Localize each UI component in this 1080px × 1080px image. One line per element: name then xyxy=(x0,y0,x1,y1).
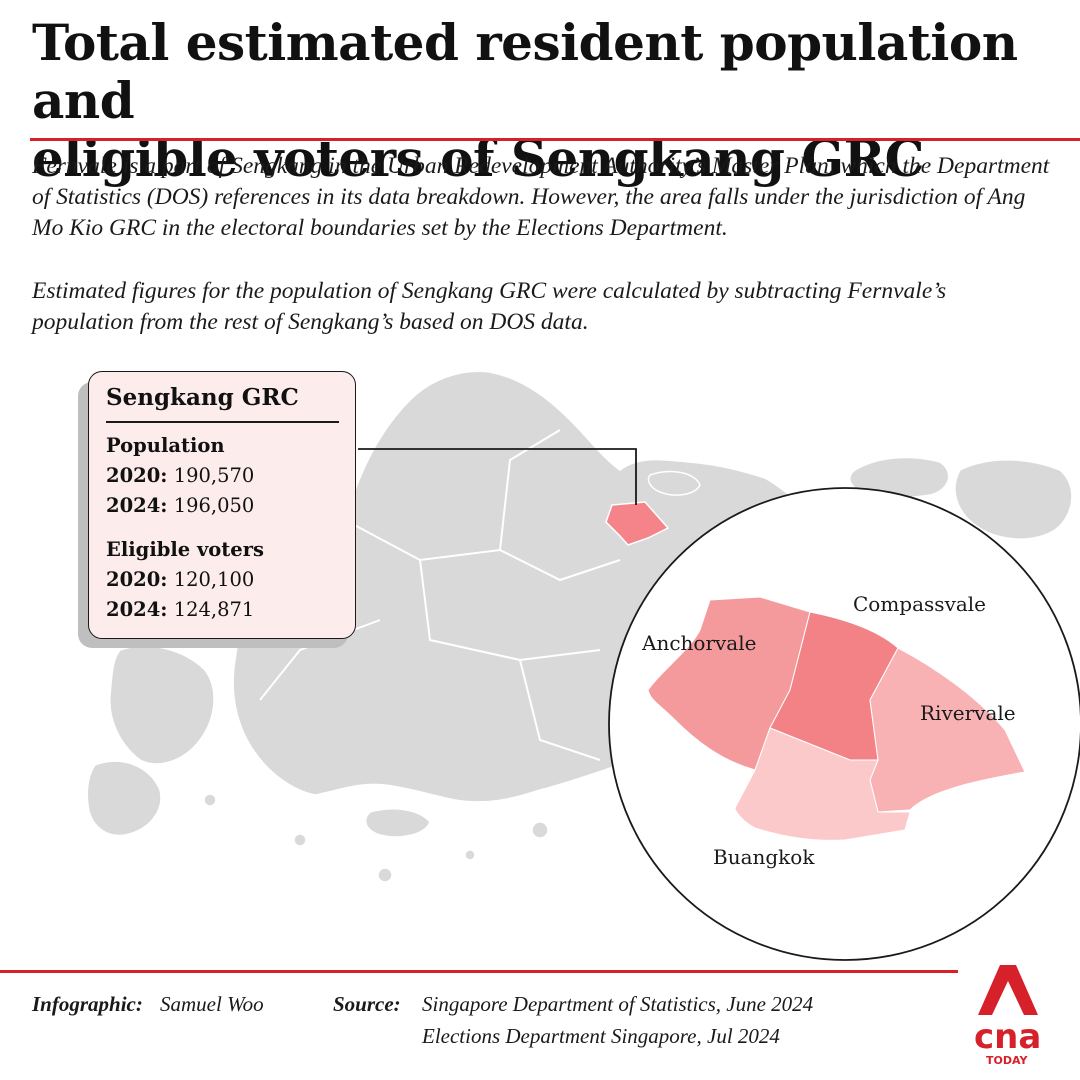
cna-logo: cna TODAY xyxy=(974,965,1041,1067)
label-rivervale: Rivervale xyxy=(920,701,1016,725)
title-divider xyxy=(30,138,1080,141)
buangkok-region xyxy=(734,727,911,841)
voters-row: 2024: 124,871 xyxy=(106,595,339,625)
row-value: 120,100 xyxy=(173,568,255,591)
population-row: 2024: 196,050 xyxy=(106,491,339,521)
coney-island xyxy=(647,470,701,496)
label-compassvale: Compassvale xyxy=(853,592,987,616)
rivervale-region xyxy=(869,647,1026,813)
row-year: 2020: xyxy=(106,464,168,487)
intro-paragraph-2: Estimated figures for the population of … xyxy=(32,278,947,335)
row-year: 2024: xyxy=(106,494,168,517)
logo-mark-icon xyxy=(978,965,1038,1015)
pulau-tekong xyxy=(954,459,1073,540)
row-year: 2020: xyxy=(106,568,168,591)
logo-wordmark: cna xyxy=(974,1017,1041,1057)
intro-paragraph-1: Fernvale is a part of Sengkang in the Ur… xyxy=(32,153,1050,241)
population-heading: Population xyxy=(106,434,225,457)
row-year: 2024: xyxy=(106,598,168,621)
inset-map xyxy=(647,596,1026,841)
card-divider xyxy=(106,421,339,423)
row-value: 124,871 xyxy=(173,598,255,621)
source-label: Source: xyxy=(333,992,401,1016)
jurong-island xyxy=(109,645,215,765)
source-line-1: Singapore Department of Statistics, June… xyxy=(422,992,814,1016)
card-title: Sengkang GRC xyxy=(106,384,299,411)
infographic-label: Infographic: xyxy=(32,992,143,1016)
row-value: 190,570 xyxy=(173,464,255,487)
anchorvale-region xyxy=(647,596,811,771)
title-line-1: Total estimated resident population and xyxy=(32,13,1018,130)
label-anchorvale: Anchorvale xyxy=(642,631,757,655)
voters-heading: Eligible voters xyxy=(106,538,264,561)
footer-divider xyxy=(0,970,958,973)
infographic-author: Samuel Woo xyxy=(160,992,264,1016)
label-buangkok: Buangkok xyxy=(713,845,815,869)
voters-row: 2020: 120,100 xyxy=(106,565,339,595)
source-line-2: Elections Department Singapore, Jul 2024 xyxy=(422,1024,780,1048)
leader-line xyxy=(358,448,637,505)
logo-sub: TODAY xyxy=(986,1054,1028,1067)
pulau-ubin xyxy=(849,456,950,499)
western-island xyxy=(86,760,162,837)
row-value: 196,050 xyxy=(173,494,255,517)
sentosa-island xyxy=(364,808,431,838)
info-card: Sengkang GRC Population 2020: 190,570 20… xyxy=(88,371,356,639)
sengkang-grc-highlight xyxy=(605,501,670,546)
population-row: 2020: 190,570 xyxy=(106,461,339,491)
